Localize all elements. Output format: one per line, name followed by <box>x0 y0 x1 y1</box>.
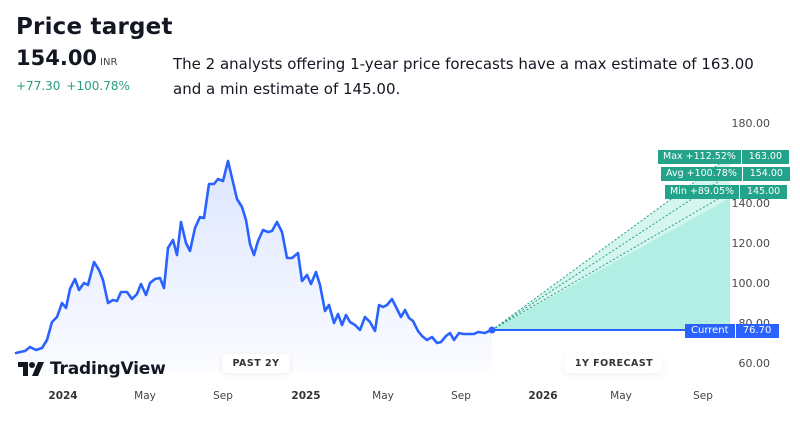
min-estimate-label: Min +89.05% 145.00 <box>665 185 788 199</box>
max-estimate-value: 163.00 <box>741 150 789 164</box>
tradingview-wordmark: TradingView <box>50 359 166 379</box>
past-2y-chip: PAST 2Y <box>222 354 290 373</box>
min-estimate-value: 145.00 <box>740 185 788 199</box>
avg-estimate-text: Avg +100.78% <box>661 167 743 181</box>
x-tick: 2025 <box>291 390 321 402</box>
price-target-value: 154.00 INR <box>16 46 117 70</box>
x-tick: Sep <box>451 390 471 402</box>
tradingview-logo-icon <box>18 362 44 376</box>
price-change: +77.30 +100.78% <box>16 79 130 93</box>
tradingview-logo: TradingView <box>18 359 166 379</box>
x-tick: May <box>134 390 156 402</box>
x-tick: 2024 <box>48 390 78 402</box>
change-percent: +100.78% <box>66 79 130 93</box>
y-tick: 180.00 <box>731 117 771 130</box>
current-point-marker <box>488 326 496 334</box>
current-label-text: Current <box>685 324 736 338</box>
x-tick: 2026 <box>528 390 558 402</box>
x-tick: May <box>372 390 394 402</box>
avg-estimate-value: 154.00 <box>742 167 790 181</box>
y-tick: 140.00 <box>731 197 771 210</box>
x-tick: Sep <box>213 390 233 402</box>
y-tick: 100.00 <box>731 277 771 290</box>
avg-forecast-line <box>491 173 731 331</box>
1y-forecast-chip: 1Y FORECAST <box>564 354 664 373</box>
price-area <box>16 161 492 372</box>
min-forecast-line <box>491 191 731 331</box>
x-tick: Sep <box>693 390 713 402</box>
max-estimate-label: Max +112.52% 163.00 <box>658 150 789 164</box>
page-title: Price target <box>16 14 173 40</box>
price-value: 154.00 <box>16 46 98 70</box>
current-price-label: Current 76.70 <box>685 324 779 338</box>
currency-label: INR <box>100 57 118 68</box>
current-label-value: 76.70 <box>735 324 779 338</box>
y-tick: 60.00 <box>738 357 771 370</box>
x-tick: May <box>610 390 632 402</box>
avg-estimate-label: Avg +100.78% 154.00 <box>661 167 790 181</box>
y-tick: 120.00 <box>731 237 771 250</box>
change-absolute: +77.30 <box>16 79 61 93</box>
min-estimate-text: Min +89.05% <box>665 185 741 199</box>
price-line <box>14 159 494 355</box>
max-estimate-text: Max +112.52% <box>658 150 742 164</box>
forecast-description: The 2 analysts offering 1-year price for… <box>173 55 754 98</box>
